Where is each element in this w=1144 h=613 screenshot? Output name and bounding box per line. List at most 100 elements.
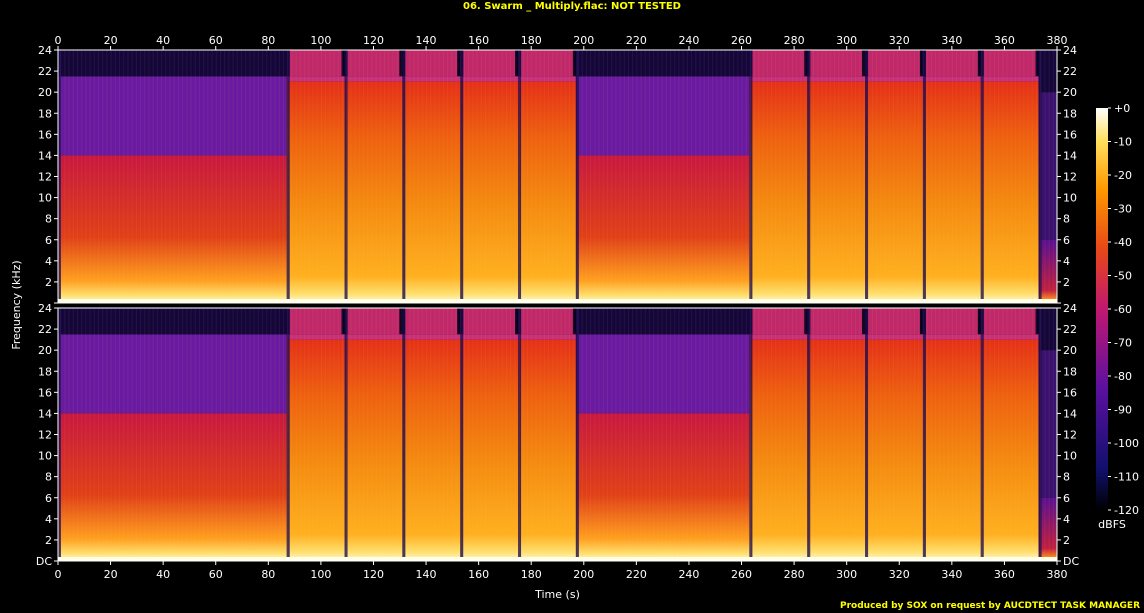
segment-upper-band <box>575 76 750 156</box>
segment-body <box>575 413 750 561</box>
y-tick-label: 22 <box>38 323 52 336</box>
segment-upper-band <box>807 76 866 82</box>
x-tick-label: 300 <box>836 568 857 581</box>
segment-body <box>58 413 287 561</box>
colorbar-tick-label: +0 <box>1114 102 1130 115</box>
x-tick-label: 160 <box>468 34 489 47</box>
segment-body <box>575 155 750 303</box>
segment-gap <box>749 50 753 303</box>
segment-gap <box>807 50 811 303</box>
y-tick-label: 2 <box>1063 534 1070 547</box>
y-tick-label: 6 <box>45 492 52 505</box>
segment-gap <box>460 50 464 303</box>
y-tick-label: 14 <box>1063 407 1077 420</box>
y-tick-label: 14 <box>38 149 52 162</box>
x-tick-label: 160 <box>468 568 489 581</box>
x-tick-label: 360 <box>994 34 1015 47</box>
segment-gap <box>286 50 290 303</box>
y-tick-label: DC <box>36 555 52 568</box>
segment-top-band <box>521 50 573 77</box>
y-tick-label: 8 <box>1063 213 1070 226</box>
segment-upper-band <box>344 334 403 340</box>
segment-top-band <box>521 308 573 335</box>
colorbar-tick-label: -90 <box>1114 404 1132 417</box>
segment-upper-band <box>980 334 1039 340</box>
segment-upper-band <box>460 334 519 340</box>
colorbar-tick-label: -120 <box>1114 504 1139 517</box>
y-tick-label: 16 <box>1063 386 1077 399</box>
x-tick-label: 340 <box>941 568 962 581</box>
x-axis: 0 0 20 20 40 40 60 60 80 80 100 100 120 120 140 140 160 1… <box>55 34 1068 581</box>
segment-body <box>460 339 519 561</box>
y-tick-label: 20 <box>1063 344 1077 357</box>
segment-upper-band <box>58 76 287 156</box>
y-tick-label: 2 <box>45 276 52 289</box>
segment-gap <box>575 308 579 561</box>
segment-body <box>402 81 461 303</box>
x-tick-label: 280 <box>784 568 805 581</box>
segment-upper-band <box>518 76 576 82</box>
segment-body <box>518 81 576 303</box>
segment-upper-band <box>865 334 923 340</box>
x-tick-label: 120 <box>363 34 384 47</box>
segment-top-band <box>575 308 750 335</box>
y-tick-label: 4 <box>1063 513 1070 526</box>
segment-gap <box>402 308 406 561</box>
y-tick-label: 8 <box>45 213 52 226</box>
y-tick-label: DC <box>1063 555 1079 568</box>
colorbar-tick-label: -100 <box>1114 437 1139 450</box>
segment-upper-band <box>286 334 345 340</box>
segment-upper-band <box>344 76 403 82</box>
colorbar-tick-label: -80 <box>1114 370 1132 383</box>
y-tick-label: 14 <box>1063 149 1077 162</box>
x-tick-label: 380 <box>1047 34 1068 47</box>
x-tick-label: 340 <box>941 34 962 47</box>
segment-gap <box>58 50 61 303</box>
segment-upper-band <box>807 334 866 340</box>
segment-body <box>344 81 403 303</box>
segment-body <box>460 81 519 303</box>
x-tick-label: 40 <box>156 34 170 47</box>
y-tick-label: 24 <box>38 44 52 57</box>
segment-body <box>807 339 866 561</box>
segment-gap <box>518 308 522 561</box>
segment-gap <box>865 50 869 303</box>
y-tick-label: 20 <box>38 86 52 99</box>
colorbar-tick-label: -30 <box>1114 203 1132 216</box>
footer-credit: Produced by SOX on request by AUCDTECT T… <box>840 601 1140 611</box>
y-tick-label: 18 <box>38 365 52 378</box>
y-tick-label: 24 <box>38 302 52 315</box>
segment-top-band <box>58 308 287 335</box>
segment-top-band <box>810 50 863 77</box>
segment-body <box>807 81 866 303</box>
segment-body <box>749 81 808 303</box>
x-tick-label: 100 <box>310 568 331 581</box>
y-tick-label: 4 <box>45 513 52 526</box>
segment-top-band <box>810 308 863 335</box>
y-tick-label: 16 <box>38 128 52 141</box>
segment-body <box>865 81 923 303</box>
segment-body <box>1038 239 1057 303</box>
x-tick-label: 60 <box>209 34 223 47</box>
segment-top-band <box>925 308 978 335</box>
x-tick-label: 100 <box>310 34 331 47</box>
x-tick-label: 380 <box>1047 568 1068 581</box>
segment-upper-band <box>518 334 576 340</box>
y-tick-label: 22 <box>38 65 52 78</box>
segment-upper-band <box>575 334 750 414</box>
colorbar-tick-label: -10 <box>1114 136 1132 149</box>
segment-top-band <box>289 50 342 77</box>
y-tick-label: 24 <box>1063 302 1077 315</box>
segment-gap <box>344 308 348 561</box>
segment-upper-band <box>58 334 287 414</box>
y-tick-label: 22 <box>1063 323 1077 336</box>
y-tick-label: 10 <box>38 192 52 205</box>
x-tick-label: 220 <box>626 568 647 581</box>
y-tick-label: 6 <box>1063 492 1070 505</box>
y-tick-label: 4 <box>45 255 52 268</box>
x-tick-label: 20 <box>104 34 118 47</box>
segment-gap <box>460 308 464 561</box>
